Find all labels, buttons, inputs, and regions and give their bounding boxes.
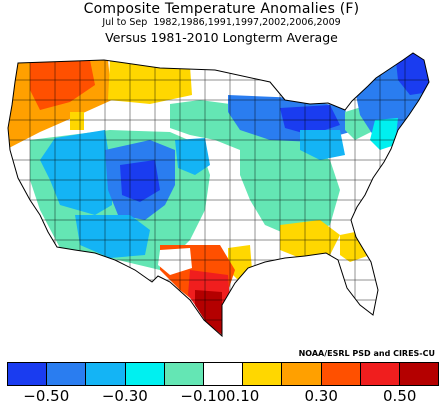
legend-tick-label: 0.10 (225, 387, 260, 405)
legend-swatch (125, 363, 165, 385)
subtitle-years: 1982,1986,1991,1997,2002,2006,2009 (153, 17, 341, 28)
legend-swatch (399, 363, 439, 385)
legend-swatch (47, 363, 87, 385)
map-subtitle: Jul to Sep 1982,1986,1991,1997,2002,2006… (0, 17, 443, 28)
legend-tick-label: −0.50 (23, 387, 70, 405)
legend-swatch (203, 363, 244, 385)
legend-tick-label: −0.30 (101, 387, 148, 405)
baseline-text: Versus 1981-2010 Longterm Average (105, 30, 338, 45)
credit-text: NOAA/ESRL PSD and CIRES-CU (298, 349, 435, 358)
legend-swatch (282, 363, 322, 385)
legend-swatch (360, 363, 400, 385)
legend-swatch (321, 363, 361, 385)
map-title: Composite Temperature Anomalies (F) (83, 1, 360, 17)
legend-swatch (8, 363, 48, 385)
anomaly-map (7, 52, 430, 338)
legend-swatch (164, 363, 204, 385)
subtitle-period: Jul to Sep (102, 17, 148, 28)
legend-swatch (243, 363, 283, 385)
color-legend (7, 362, 439, 386)
legend-tick-label: −0.10 (180, 387, 227, 405)
legend-tick-label: 0.30 (304, 387, 338, 405)
legend-tick-label: 0.50 (383, 387, 417, 405)
legend-swatch (86, 363, 126, 385)
